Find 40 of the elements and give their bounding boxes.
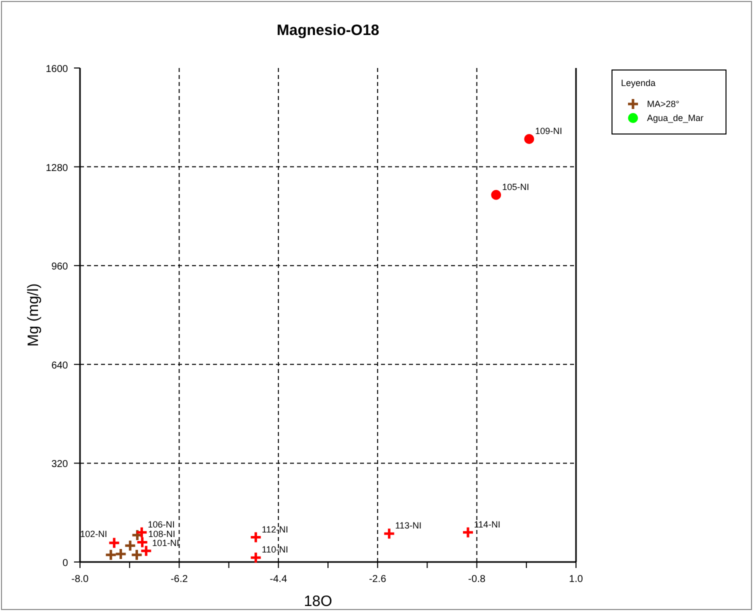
- point: [462, 526, 474, 539]
- y-axis-title: Mg (mg/l): [25, 283, 42, 347]
- point: [108, 536, 120, 550]
- annotation: 106-NI: [148, 519, 175, 530]
- point: [124, 539, 136, 552]
- annotation: 109-NI: [535, 126, 562, 136]
- x-tick-label: -0.8: [468, 574, 486, 585]
- point: [524, 134, 534, 144]
- y-tick-label: 320: [51, 459, 68, 470]
- annotation: 105-NI: [502, 182, 530, 192]
- y-tick-label: 640: [51, 360, 68, 372]
- y-tick-label: 1600: [46, 64, 68, 75]
- y-tick-label: 0: [62, 558, 68, 569]
- x-tick-label: -8.0: [71, 574, 90, 585]
- annotation: 113-NI: [395, 520, 422, 531]
- annotation: 112-NI: [262, 524, 288, 534]
- x-tick-label: -6.2: [170, 574, 188, 585]
- annotation: 102-NI: [80, 528, 108, 539]
- x-tick-label: 1.0: [569, 574, 584, 585]
- legend-title: Leyenda: [621, 78, 656, 88]
- legend-label: Agua_de_Mar: [647, 113, 704, 123]
- point: [250, 531, 262, 544]
- x-axis-title: 18O: [304, 593, 332, 610]
- y-tick-label: 960: [51, 262, 68, 273]
- x-tick-label: -4.4: [270, 574, 288, 585]
- annotation: 101-NI: [152, 538, 180, 548]
- point: [250, 551, 262, 564]
- y-tick-label: 1280: [46, 162, 68, 174]
- annotation: 108-NI: [148, 529, 176, 540]
- chart-title: Magnesio-O18: [276, 22, 380, 39]
- point: [135, 526, 148, 539]
- point: [491, 190, 502, 200]
- point: [104, 548, 118, 562]
- point: [130, 548, 144, 562]
- annotation: 114-NI: [474, 519, 500, 530]
- annotation: 110-NI: [262, 544, 288, 555]
- point: [382, 527, 396, 540]
- x-tick-label: -2.6: [368, 574, 387, 585]
- point: [114, 548, 128, 560]
- legend-label: MA>28°: [647, 99, 680, 109]
